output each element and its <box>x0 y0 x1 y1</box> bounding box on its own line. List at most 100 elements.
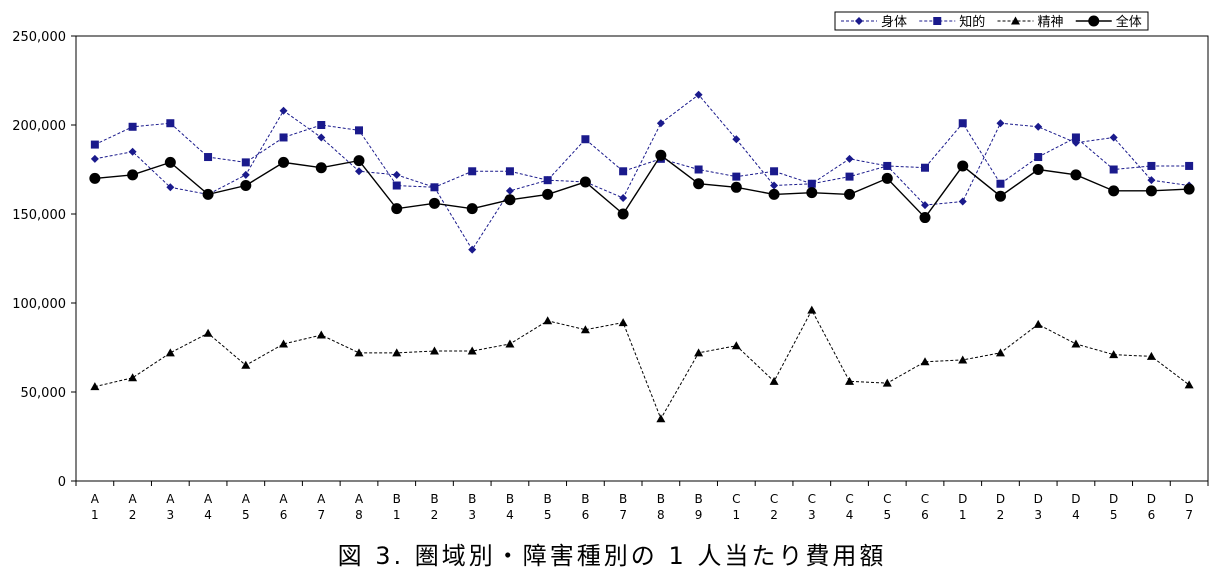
legend-label: 精神 <box>1038 15 1064 30</box>
data-point-triangle <box>656 414 666 423</box>
x-tick-label-number: 5 <box>242 508 250 522</box>
legend-marker-triangle <box>1011 16 1020 25</box>
x-tick-label-group: A <box>355 492 364 506</box>
data-point-diamond <box>468 245 477 254</box>
x-tick-label-group: C <box>921 492 929 506</box>
data-point-triangle <box>694 348 704 357</box>
x-tick-label-number: 1 <box>393 508 401 522</box>
data-point-diamond <box>1109 133 1118 142</box>
x-tick-label-group: B <box>657 492 665 506</box>
data-point-triangle <box>392 348 402 357</box>
series-line-4 <box>94 154 1190 219</box>
data-point-diamond <box>694 90 703 99</box>
data-point-diamond <box>921 201 929 210</box>
data-point-triangle <box>995 348 1005 357</box>
x-tick-label-group: A <box>242 492 251 506</box>
legend-marker-circle <box>1088 15 1100 27</box>
data-point-circle <box>806 187 818 199</box>
legend-label: 全体 <box>1116 14 1142 30</box>
data-point-triangle <box>543 316 553 325</box>
y-tick-label: 0 <box>58 475 66 490</box>
x-tick-label-number: 5 <box>1110 508 1118 522</box>
data-point-circle <box>428 197 440 209</box>
x-tick-label-number: 6 <box>921 508 929 522</box>
data-point-circle <box>730 181 742 193</box>
x-tick-label-group: B <box>581 492 589 506</box>
data-point-square <box>90 140 99 149</box>
y-tick-label: 150,000 <box>12 208 66 223</box>
x-tick-label-number: 4 <box>846 508 854 522</box>
x-tick-label-group: C <box>732 492 740 506</box>
data-point-triangle <box>505 339 515 348</box>
x-tick-label-number: 2 <box>431 508 439 522</box>
legend-label: 知的 <box>959 14 985 30</box>
x-tick-label-number: 2 <box>997 508 1005 522</box>
legend-label: 身体 <box>881 14 907 30</box>
x-tick-label-group: A <box>204 492 213 506</box>
data-point-circle <box>579 176 591 188</box>
data-point-circle <box>202 188 214 200</box>
data-point-diamond <box>656 119 665 128</box>
y-axis: 0 50,000 100,000 150,000 200,000 250,000 <box>12 30 1209 490</box>
x-tick-label-number: 4 <box>204 508 212 522</box>
x-tick-label-group: B <box>506 492 514 506</box>
x-tick-label-group: B <box>694 492 702 506</box>
data-point-circle <box>1070 169 1082 181</box>
data-point-diamond <box>770 181 779 190</box>
x-tick-label-number: 9 <box>695 508 703 522</box>
data-point-circle <box>504 194 516 206</box>
data-point-triangle <box>1146 351 1156 360</box>
data-point-square <box>317 121 326 129</box>
data-point-square <box>1185 161 1194 170</box>
legend-marker-square <box>933 17 942 25</box>
data-point-circle <box>466 203 478 215</box>
series-line-2 <box>94 122 1190 188</box>
data-point-circle <box>391 203 403 215</box>
x-tick-label-number: 5 <box>883 508 891 522</box>
data-point-square <box>166 119 175 128</box>
data-point-circle <box>353 155 365 167</box>
data-point-diamond <box>505 186 514 195</box>
data-point-triangle <box>316 330 326 339</box>
data-point-triangle <box>580 325 590 334</box>
x-tick-label-group: B <box>619 492 627 506</box>
legend: 身体 知的 精神 全体 <box>834 11 1149 31</box>
x-tick-label-group: B <box>430 492 438 506</box>
data-point-square <box>732 172 741 181</box>
x-tick-label-group: B <box>468 492 476 506</box>
x-tick-label-number: 1 <box>733 508 741 522</box>
data-point-triangle <box>958 355 968 364</box>
x-tick-label-number: 2 <box>129 508 137 522</box>
data-point-triangle <box>1184 380 1194 389</box>
data-point-triangle <box>882 378 892 387</box>
y-tick-label: 100,000 <box>12 297 66 312</box>
x-tick-label-number: 7 <box>1185 508 1193 522</box>
x-tick-label-number: 2 <box>770 508 778 522</box>
x-tick-label-number: 7 <box>619 508 627 522</box>
x-tick-label-group: D <box>996 492 1005 506</box>
data-point-square <box>128 122 137 131</box>
data-point-square <box>468 167 477 176</box>
data-point-diamond <box>732 135 741 144</box>
data-point-circle <box>278 156 290 168</box>
data-point-diamond <box>845 154 854 163</box>
data-point-circle <box>1032 164 1044 175</box>
x-tick-label-group: B <box>393 492 401 506</box>
data-point-triangle <box>920 357 930 366</box>
x-tick-label-group: D <box>1185 492 1194 506</box>
data-point-diamond <box>1147 176 1156 185</box>
data-point-square <box>1071 133 1080 142</box>
legend-marker-diamond <box>855 17 863 25</box>
data-point-square <box>1034 153 1043 162</box>
x-tick-label-number: 3 <box>808 508 816 522</box>
data-point-circle <box>164 156 176 168</box>
data-point-diamond <box>166 183 175 192</box>
plot-series <box>89 90 1195 423</box>
data-point-circle <box>1108 185 1120 197</box>
y-tick-label: 50,000 <box>21 386 67 401</box>
data-point-circle <box>994 190 1006 202</box>
x-tick-label-number: 3 <box>1034 508 1042 522</box>
data-point-triangle <box>279 339 289 348</box>
data-point-circle <box>1183 183 1195 195</box>
data-point-square <box>581 135 590 144</box>
